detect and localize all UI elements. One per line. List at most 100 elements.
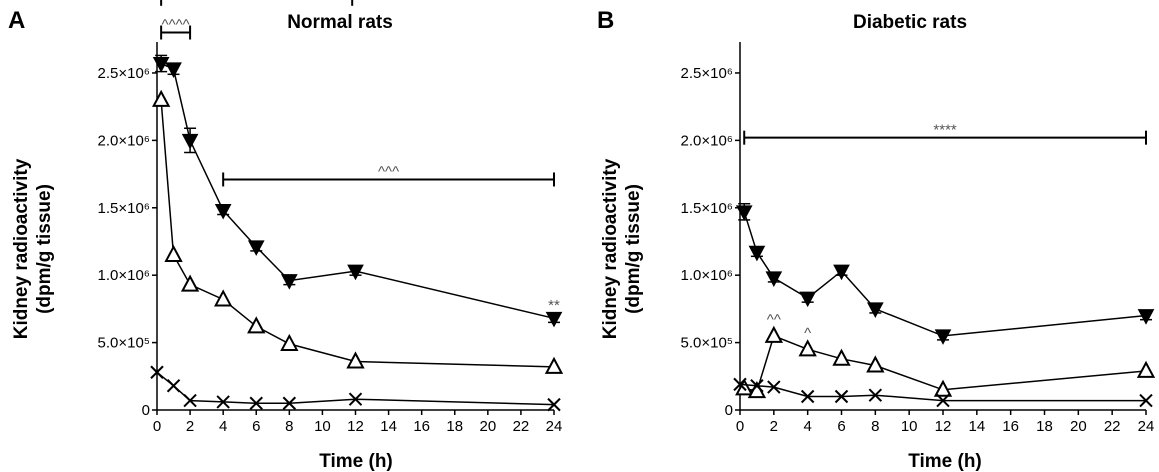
panel-b-x-tick-label: 22 (1104, 418, 1121, 435)
panel-a-x-tick-label: 20 (479, 418, 496, 435)
data-point-x-marker (868, 388, 883, 402)
data-point-open-triangle (247, 316, 266, 334)
data-point-x-marker (767, 380, 781, 394)
x-marker-stroke (868, 388, 883, 402)
panel-b-x-tick-label: 20 (1070, 418, 1087, 435)
data-point-filled-triangle (866, 302, 884, 318)
panel-b-y-tick-label: 1.5×10⁶ (681, 200, 733, 217)
data-point-filled-triangle (181, 133, 199, 150)
x-marker-stroke (733, 377, 747, 392)
panel-a-x-tick-label: 18 (446, 418, 463, 435)
panel-b-x-tick-label: 24 (1138, 418, 1155, 435)
panel-b-y-tick-label: 2.5×10⁶ (681, 65, 733, 82)
x-marker-stroke (216, 395, 230, 409)
series-2-line (744, 334, 1147, 392)
panel-b-x-tick-label: 6 (837, 418, 845, 435)
panel-b-x-tick-label: 16 (1002, 418, 1019, 435)
significance-label: **** (933, 122, 957, 139)
x-marker-stroke (183, 393, 197, 408)
significance-label: ^^ (767, 312, 781, 329)
series-1-line (743, 211, 1147, 337)
panel-b-x-tick-label: 12 (935, 418, 952, 435)
panel-letter-a: A (8, 7, 25, 34)
panel-a-y-tick-label: 1.0×10⁶ (98, 267, 150, 284)
panel-a-x-tick-label: 12 (347, 418, 364, 435)
x-marker-stroke (834, 389, 849, 404)
data-point-filled-triangle (735, 205, 753, 221)
series-2-line (160, 99, 555, 368)
data-point-filled-triangle (247, 240, 265, 256)
data-point-open-triangle (933, 379, 953, 397)
panel-b-x-axis-label: Time (h) (908, 451, 982, 472)
data-point-open-triangle (764, 325, 784, 343)
data-point-open-triangle (346, 351, 365, 369)
panel-b-x-tick-label: 8 (871, 418, 879, 435)
data-point-x-marker (750, 379, 764, 393)
significance-label: ** (548, 297, 560, 314)
series-3-line (739, 383, 1146, 402)
panel-a-x-tick-label: 16 (413, 418, 430, 435)
data-point-x-marker (183, 393, 197, 408)
data-point-filled-triangle (765, 271, 783, 287)
panel-b-x-tick-label: 4 (803, 418, 811, 435)
data-point-filled-triangle (799, 291, 817, 308)
series-1-line (160, 62, 555, 320)
x-marker-stroke (750, 379, 764, 393)
data-point-open-triangle (544, 356, 564, 374)
data-point-filled-triangle (152, 57, 170, 73)
x-marker-stroke (767, 380, 781, 394)
panel-b-y-tick-label: 0 (725, 402, 733, 419)
panel-a-x-tick-label: 4 (219, 418, 227, 435)
panel-b-y-tick-label: 2.0×10⁶ (681, 132, 733, 149)
data-point-x-marker (282, 396, 297, 410)
x-marker-stroke (282, 396, 297, 410)
significance-label: ^^^^ (162, 17, 190, 34)
panel-a-title: Normal rats (287, 12, 393, 33)
data-point-open-triangle (213, 289, 233, 307)
panel-a-y-tick-label: 1.5×10⁶ (98, 200, 150, 217)
panel-a: A Normal rats Time (h) Kidney radioactiv… (8, 0, 564, 472)
data-point-open-triangle (798, 339, 817, 357)
data-point-filled-triangle (748, 245, 766, 262)
panel-a-x-tick-label: 10 (314, 418, 331, 435)
data-point-filled-triangle (934, 329, 952, 345)
data-point-x-marker (216, 395, 230, 409)
data-point-open-triangle (866, 355, 885, 373)
significance-label: ^ (804, 325, 811, 342)
data-point-filled-triangle (347, 264, 364, 281)
panel-b-title: Diabetic rats (853, 12, 967, 33)
panel-letter-b: B (597, 7, 614, 34)
panel-a-y-axis-label-line2: (dpm/g tissue) (34, 184, 55, 314)
x-marker-stroke (936, 393, 950, 408)
panel-a-x-tick-label: 8 (285, 418, 293, 435)
panel-b-x-tick-label: 18 (1036, 418, 1053, 435)
panel-b-y-tick-label: 1.0×10⁶ (681, 267, 733, 284)
data-point-x-marker (547, 397, 561, 412)
panel-a-x-tick-label: 14 (380, 418, 397, 435)
data-point-open-triangle (180, 274, 200, 292)
panel-b-y-axis-label-line2: (dpm/g tissue) (623, 184, 644, 314)
data-point-x-marker (348, 392, 363, 406)
x-marker-stroke (348, 392, 363, 406)
x-marker-stroke (547, 397, 561, 412)
panel-a-y-axis-label-line1: Kidney radioactivity (11, 158, 32, 339)
panel-a-x-tick-label: 0 (153, 418, 161, 435)
significance-label: ^^^ (378, 163, 399, 180)
data-point-open-triangle (1136, 360, 1156, 378)
panel-b-x-tick-label: 14 (968, 418, 985, 435)
panel-a-y-tick-label: 2.5×10⁶ (98, 65, 150, 82)
data-point-filled-triangle (545, 311, 563, 328)
panel-a-x-axis-label: Time (h) (319, 451, 393, 472)
data-point-filled-triangle (280, 274, 298, 290)
x-marker-stroke (800, 389, 815, 404)
data-point-x-marker (249, 396, 263, 410)
x-marker-stroke (249, 396, 263, 410)
panel-a-x-tick-label: 22 (513, 418, 530, 435)
panel-b-x-tick-label: 0 (736, 418, 744, 435)
panel-a-y-tick-label: 0 (142, 402, 150, 419)
x-marker-stroke (166, 379, 181, 393)
panel-b-y-tick-label: 5.0×10⁵ (680, 335, 733, 352)
data-point-filled-triangle (833, 264, 850, 281)
data-point-open-triangle (280, 333, 299, 351)
